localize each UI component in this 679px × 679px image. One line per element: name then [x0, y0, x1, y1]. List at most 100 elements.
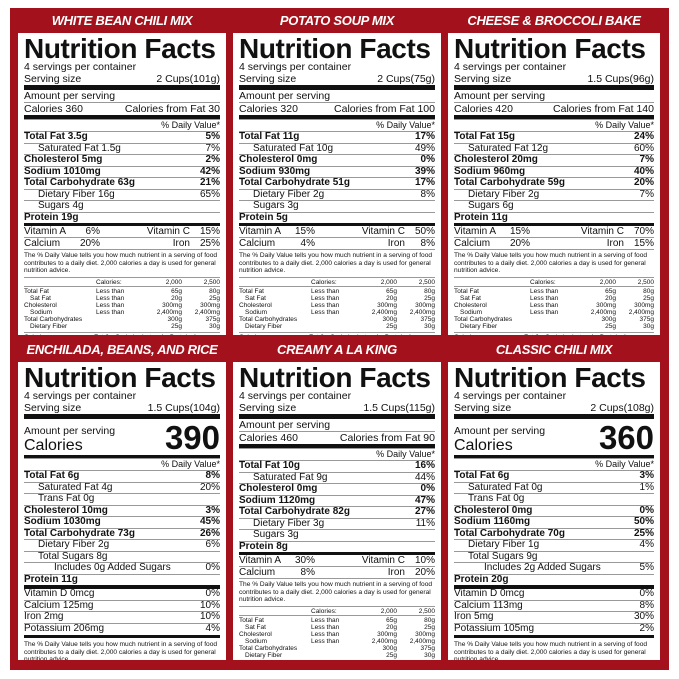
nutrient-row: Protein 20g	[454, 573, 654, 586]
table-cell: Less than	[530, 287, 559, 295]
table-cell: 2,400mg	[628, 308, 654, 316]
table-cell	[530, 316, 580, 323]
table-cell: Less than	[311, 308, 340, 316]
table-cell: 25g	[424, 294, 435, 302]
nutrient-label: Includes 2g Added Sugars	[484, 562, 601, 573]
vitamin-dv: 15%	[509, 226, 530, 237]
mineral-dv: 0%	[205, 588, 220, 599]
vitamin-row: Calcium 20% Iron 25%	[24, 237, 220, 249]
nutrient-dv: 16%	[414, 460, 435, 471]
nutrient-label: Sodium 1030mg	[24, 516, 101, 527]
vitamin-name: Calcium	[239, 567, 276, 578]
mineral-dv: 8%	[639, 599, 654, 611]
table-cell: 2,400mg	[590, 308, 616, 316]
table-cell: Less than	[311, 616, 340, 624]
table-cell: 300mg	[377, 301, 397, 309]
table-header-cell: Calories:	[311, 608, 361, 616]
nutrient-row: Saturated Fat 12g 60%	[454, 142, 654, 155]
table-cell	[311, 645, 361, 652]
table-cell: 25g	[386, 322, 397, 330]
footnote: The % Daily Value tells you how much nut…	[239, 249, 435, 275]
table-cell: Total Carbohydrates	[24, 315, 83, 323]
vitamin-dv: 15%	[294, 226, 315, 237]
table-cell: Less than	[311, 623, 340, 631]
nutrient-row: Cholesterol 5mg 2%	[24, 154, 220, 166]
table-cell: Less than	[311, 287, 340, 295]
nutrient-row: Protein 19g	[24, 211, 220, 224]
nutrient-row: Total Fat 6g 3%	[454, 470, 654, 482]
nutrient-dv: 3%	[639, 470, 654, 481]
serving-size-label: Serving size	[454, 402, 512, 414]
vitamin-row: Calcium 20% Iron 15%	[454, 237, 654, 249]
calories-block: Amount per serving Calories 390	[24, 419, 220, 455]
nutrient-row: Total Carbohydrate 82g 27%	[239, 506, 435, 518]
vitamin-row: Vitamin A 6% Vitamin C 15%	[24, 226, 220, 237]
table-cell: Sat Fat	[460, 294, 481, 302]
table-cell	[311, 323, 361, 330]
divider	[239, 115, 435, 119]
nutrient-label: Sugars 4g	[38, 200, 84, 211]
calories-per-gram: Calories pe gram:Fat 9 • Carbohydrates 4…	[239, 331, 435, 335]
per-gram-values: Fat 9 • Carbohydrates 4 • Protein 4	[524, 334, 626, 335]
nutrient-row: Total Sugars 8g	[24, 550, 220, 563]
table-cell	[311, 316, 361, 323]
nutrient-label: Dietary Fiber 2g	[253, 188, 325, 200]
nutrient-label: Saturated Fat 9g	[253, 471, 328, 483]
servings-per-container: 4 servings per container	[239, 390, 352, 402]
vitamin-dv: 70%	[633, 226, 654, 237]
calories-value: 390	[164, 419, 220, 456]
nutrient-dv: 40%	[633, 165, 654, 177]
vitamin-dv: 20%	[509, 238, 530, 249]
vitamin-dv: 6%	[85, 226, 100, 237]
nutrient-row: Dietary Fiber 3g 11%	[239, 517, 435, 530]
serving-size-label: Serving size	[239, 73, 297, 85]
nutrition-label: Nutrition Facts 4 servings per container S…	[233, 362, 441, 660]
table-cell: Total Fat	[454, 287, 479, 295]
nutrient-row: Total Fat 10g 16%	[239, 460, 435, 472]
nutrient-dv: 17%	[414, 177, 435, 188]
vitamin-row: Calcium 4% Iron 8%	[239, 237, 435, 249]
per-gram-label: Calories pe gram:	[454, 333, 524, 335]
vitamin-name: Vitamin C	[361, 555, 405, 566]
nutrient-dv: 42%	[199, 165, 220, 177]
nutrition-label: Nutrition Facts 4 servings per container S…	[18, 362, 226, 660]
vitamin-name: Vitamin C	[361, 226, 405, 237]
per-gram-label: Calories pe gram:	[24, 333, 94, 335]
mineral-label: Vitamin D 0mcg	[454, 588, 525, 599]
table-cell: 300g	[167, 315, 182, 323]
daily-value-table: Calories: 2,000 2,500 Total Fat Less than 65g…	[239, 605, 435, 659]
table-cell: 20g	[605, 294, 616, 302]
table-cell	[96, 323, 146, 330]
nutrient-row: Total Fat 15g 24%	[454, 131, 654, 143]
table-cell: 300mg	[415, 630, 435, 638]
calories-from-fat: Calories from Fat 30	[124, 103, 220, 115]
table-cell: 25g	[643, 294, 654, 302]
nutrient-row: Cholesterol 20mg 7%	[454, 154, 654, 166]
nutrient-row: Saturated Fat 9g 44%	[239, 471, 435, 484]
table-cell: 300mg	[162, 301, 182, 309]
serving-size-row: Serving size 1.5 Cups(115g)	[239, 402, 435, 414]
mineral-label: Potassium 206mg	[24, 622, 105, 634]
vitamin-name: Iron	[387, 238, 405, 249]
nutrient-dv: 0%	[205, 562, 220, 573]
calories-per-gram: Calories pe gram:Fat 9 • Carbohydrates 4…	[454, 331, 654, 335]
table-cell: Less than	[530, 301, 559, 309]
nutrient-label: Total Fat 6g	[24, 470, 80, 481]
nutrient-row: Total Carbohydrate 63g 21%	[24, 177, 220, 189]
product-title: CREAMY A LA KING	[277, 342, 397, 357]
mineral-dv: 30%	[633, 611, 654, 622]
nutrient-label: Total Fat 10g	[239, 460, 300, 471]
nutrient-label: Protein 11g	[24, 573, 78, 585]
divider	[239, 552, 435, 555]
nutrition-label: Nutrition Facts 4 servings per container S…	[448, 362, 660, 660]
nutrient-row: Protein 11g	[454, 211, 654, 224]
divider	[454, 414, 654, 419]
vitamin-name: Vitamin A	[239, 226, 282, 237]
nutrient-dv: 0%	[420, 154, 435, 165]
nutrient-row: Sugars 4g	[24, 200, 220, 212]
vitamin-row: Vitamin A 15% Vitamin C 70%	[454, 226, 654, 237]
nutrient-row: Saturated Fat 1.5g 7%	[24, 142, 220, 155]
serving-size-value: 2 Cups(101g)	[156, 73, 220, 85]
serving-size-value: 1.5 Cups(96g)	[587, 73, 654, 85]
nutrition-label: Nutrition Facts 4 servings per container S…	[233, 33, 441, 335]
